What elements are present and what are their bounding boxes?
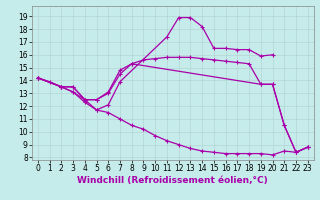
X-axis label: Windchill (Refroidissement éolien,°C): Windchill (Refroidissement éolien,°C) — [77, 176, 268, 185]
